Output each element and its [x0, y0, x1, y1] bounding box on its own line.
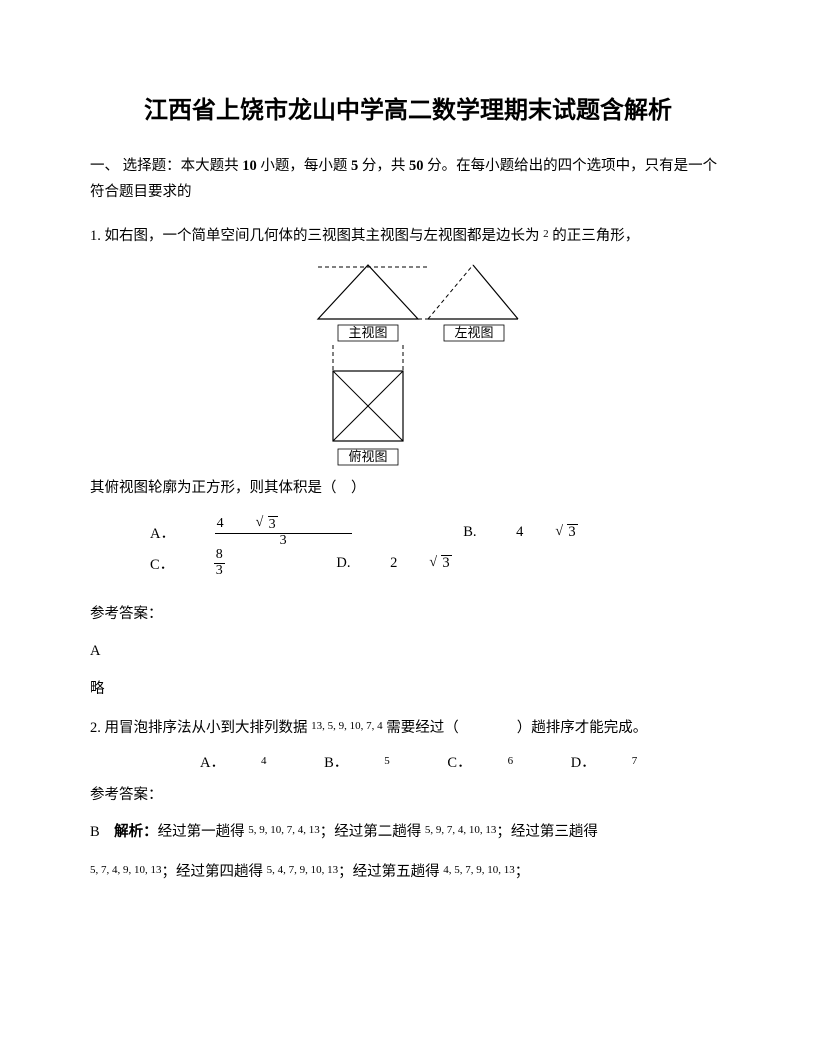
q2-data: 13, 5, 9, 10, 7, 4 — [311, 720, 383, 732]
label-top-view: 俯视图 — [348, 449, 387, 464]
q1-num: 1. — [90, 228, 101, 244]
q2-explain-line2: 5, 7, 4, 9, 10, 13；经过第四趟得 5, 4, 7, 9, 10… — [90, 859, 726, 887]
sec1-pts-total: 50 — [409, 158, 424, 174]
q1-answer: A — [90, 638, 726, 666]
label-left-view: 左视图 — [454, 325, 493, 340]
q1-t2: 的正三角形， — [549, 228, 640, 244]
q1-opt-c: C． 8 3 — [150, 555, 300, 571]
section-1-heading: 一、 选择题：本大题共 10 小题，每小题 5 分，共 50 分。在每小题给出的… — [90, 153, 726, 205]
q1-text: 1. 如右图，一个简单空间几何体的三视图其主视图与左视图都是边长为 2 的正三角… — [90, 223, 726, 251]
q1-options: A． 43 3 B. 43 C． 8 3 D. 23 — [150, 516, 726, 578]
q2-opt-c: C．6 — [447, 753, 549, 769]
q2-opt-a: A．4 — [200, 753, 302, 769]
q1-caption: 其俯视图轮廓为正方形，则其体积是（ ） — [90, 475, 726, 503]
sec1-mid2: 分，共 — [358, 158, 409, 174]
q2-text: 2. 用冒泡排序法从小到大排列数据 13, 5, 9, 10, 7, 4 需要经… — [90, 715, 726, 743]
page-title: 江西省上饶市龙山中学高二数学理期末试题含解析 — [90, 90, 726, 125]
q2-options: A．4 B．5 C．6 D．7 — [200, 751, 726, 772]
sec1-prefix: 一、 选择题：本大题共 — [90, 158, 242, 174]
q2-num: 2. — [90, 720, 101, 736]
q1-t1: 如右图，一个简单空间几何体的三视图其主视图与左视图都是边长为 — [101, 228, 543, 244]
q1-explain: 略 — [90, 676, 726, 704]
q2-opt-d: D．7 — [571, 753, 673, 769]
q2-t1: 用冒泡排序法从小到大排列数据 — [101, 720, 311, 736]
q2-opt-b: B．5 — [324, 753, 426, 769]
q1-opt-b: B. 43 — [463, 524, 649, 540]
sec1-mid1: 小题，每小题 — [257, 158, 351, 174]
q1-opt-d: D. 23 — [336, 555, 523, 571]
q1-answer-label: 参考答案： — [90, 601, 726, 629]
label-main-view: 主视图 — [348, 325, 387, 340]
q1-opt-a: A． 43 3 — [150, 524, 427, 540]
q2-t2: 需要经过（ ）趟排序才能完成。 — [383, 720, 648, 736]
q2-answer-label: 参考答案： — [90, 782, 726, 810]
q2-explain-line1: B 解析：经过第一趟得 5, 9, 10, 7, 4, 13；经过第二趟得 5,… — [90, 819, 726, 847]
q1-figure: 主视图 左视图 俯视图 — [90, 259, 726, 471]
sec1-count: 10 — [242, 158, 257, 174]
